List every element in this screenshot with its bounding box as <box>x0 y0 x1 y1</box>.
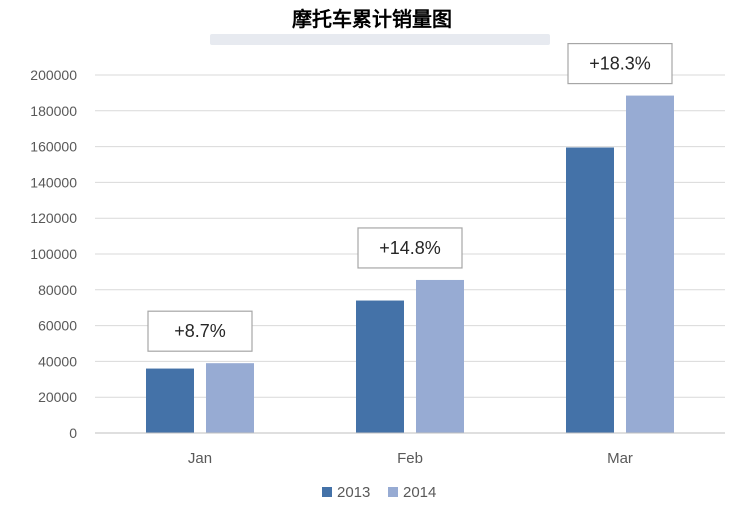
bar-2014-jan <box>206 363 254 433</box>
y-tick-label: 180000 <box>30 103 77 119</box>
y-tick-label: 20000 <box>38 389 77 405</box>
y-tick-label: 80000 <box>38 282 77 298</box>
legend-swatch-2014 <box>388 487 398 497</box>
bar-2013-feb <box>356 300 404 433</box>
chart-title: 摩托车累计销量图 <box>292 7 452 31</box>
y-tick-label: 100000 <box>30 246 77 262</box>
y-tick-label: 40000 <box>38 353 77 369</box>
x-tick-label: Feb <box>397 450 423 467</box>
annotation-label: +8.7% <box>174 321 226 341</box>
y-tick-label: 120000 <box>30 210 77 226</box>
y-tick-label: 0 <box>69 425 77 441</box>
x-axis-categories: Jan Feb Mar <box>188 450 633 467</box>
y-tick-label: 160000 <box>30 139 77 155</box>
bar-2014-mar <box>626 95 674 434</box>
y-tick-label: 200000 <box>30 67 77 83</box>
y-tick-label: 140000 <box>30 174 77 190</box>
faded-background-text <box>210 34 550 45</box>
bars <box>146 95 674 434</box>
legend-label: 2014 <box>403 484 436 501</box>
bar-2013-mar <box>566 147 614 433</box>
y-axis-ticks: 0 20000 40000 60000 80000 100000 120000 140000 1… <box>30 67 77 441</box>
bar-2014-feb <box>416 279 464 433</box>
annotation-label: +18.3% <box>589 54 651 74</box>
annotation-box <box>567 42 673 85</box>
legend-swatch-2013 <box>322 487 332 497</box>
annotation-box <box>147 310 253 352</box>
legend-label: 2013 <box>337 484 370 501</box>
annotations: +8.7% +14.8% +18.3% <box>147 42 673 352</box>
x-tick-label: Mar <box>607 450 633 467</box>
x-tick-label: Jan <box>188 450 212 467</box>
y-tick-label: 60000 <box>38 318 77 334</box>
legend: 2013 2014 <box>322 484 436 501</box>
annotation-box <box>357 227 463 269</box>
annotation-label: +14.8% <box>379 238 441 258</box>
bar-2013-jan <box>146 368 194 433</box>
